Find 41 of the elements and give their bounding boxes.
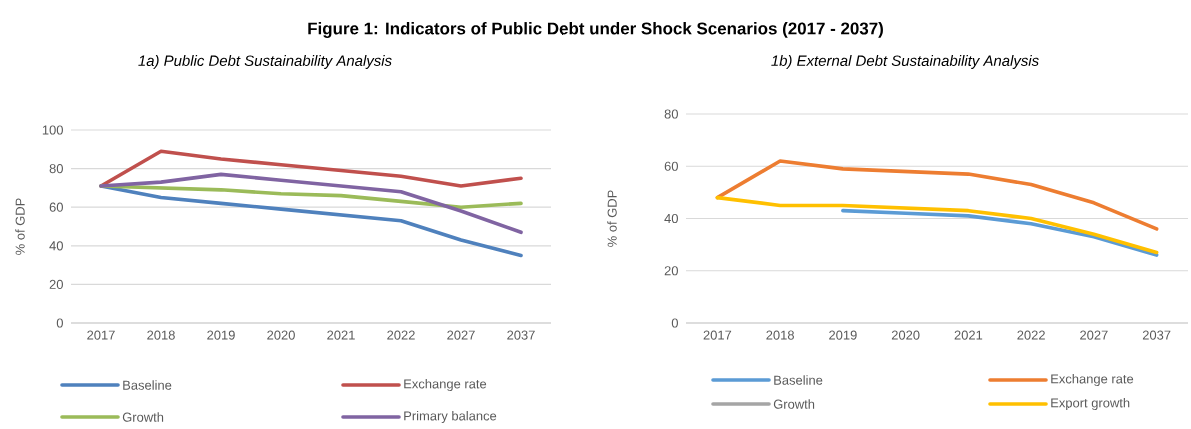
legend-label: Export growth: [1051, 397, 1130, 411]
x-tick-label: 2022: [387, 330, 415, 340]
y-tick-label: 0: [671, 318, 678, 328]
x-tick-label: 2020: [891, 330, 920, 340]
x-tick-label: 2037: [1142, 330, 1171, 340]
x-tick-label: 2020: [267, 330, 295, 340]
text: Figure 1: Indicators of Public Debt under Shock Scenarios (2017 - 2037): [308, 22, 883, 38]
x-tick-label: 2019: [207, 330, 235, 340]
legend-label: Baseline: [774, 375, 823, 385]
legend-label: Exchange rate: [404, 378, 487, 392]
legend-label: Primary balance: [404, 410, 497, 424]
y-axis-title: % of GDP: [607, 190, 617, 247]
legend-label: Baseline: [123, 380, 172, 390]
x-tick-label: 2022: [1017, 330, 1045, 340]
legend-label: Growth: [773, 399, 815, 409]
y-tick-label: 40: [664, 213, 678, 224]
x-tick-label: 2027: [1080, 330, 1108, 340]
x-tick-label: 2018: [766, 330, 794, 340]
y-tick-label: 60: [664, 161, 678, 171]
y-axis-title: % of GDP: [15, 198, 25, 255]
x-tick-label: 2019: [829, 330, 857, 340]
chart-subtitle: 1b) External Debt Sustainability Analysis: [771, 55, 1039, 69]
y-tick-label: 80: [664, 109, 678, 119]
x-tick-label: 2017: [87, 330, 115, 340]
x-tick-label: 2021: [327, 330, 355, 340]
y-tick-label: 80: [49, 164, 63, 174]
y-tick-label: 40: [49, 241, 63, 251]
y-tick-label: 20: [664, 266, 678, 276]
y-tick-label: 20: [49, 279, 63, 289]
y-tick-label: 100: [42, 125, 63, 135]
line-series: [841, 208, 1159, 257]
legend-label: Exchange rate: [1051, 373, 1134, 387]
y-tick-label: 0: [56, 318, 63, 328]
x-tick-label: 2021: [954, 330, 983, 340]
x-tick-label: 2018: [147, 330, 175, 340]
x-tick-label: 2037: [507, 330, 535, 340]
legend-label: Growth: [122, 412, 164, 422]
x-tick-label: 2027: [447, 330, 475, 340]
x-tick-label: 2017: [703, 330, 732, 340]
chart-subtitle: 1a) Public Debt Sustainability Analysis: [138, 55, 392, 69]
y-tick-label: 60: [49, 202, 63, 212]
